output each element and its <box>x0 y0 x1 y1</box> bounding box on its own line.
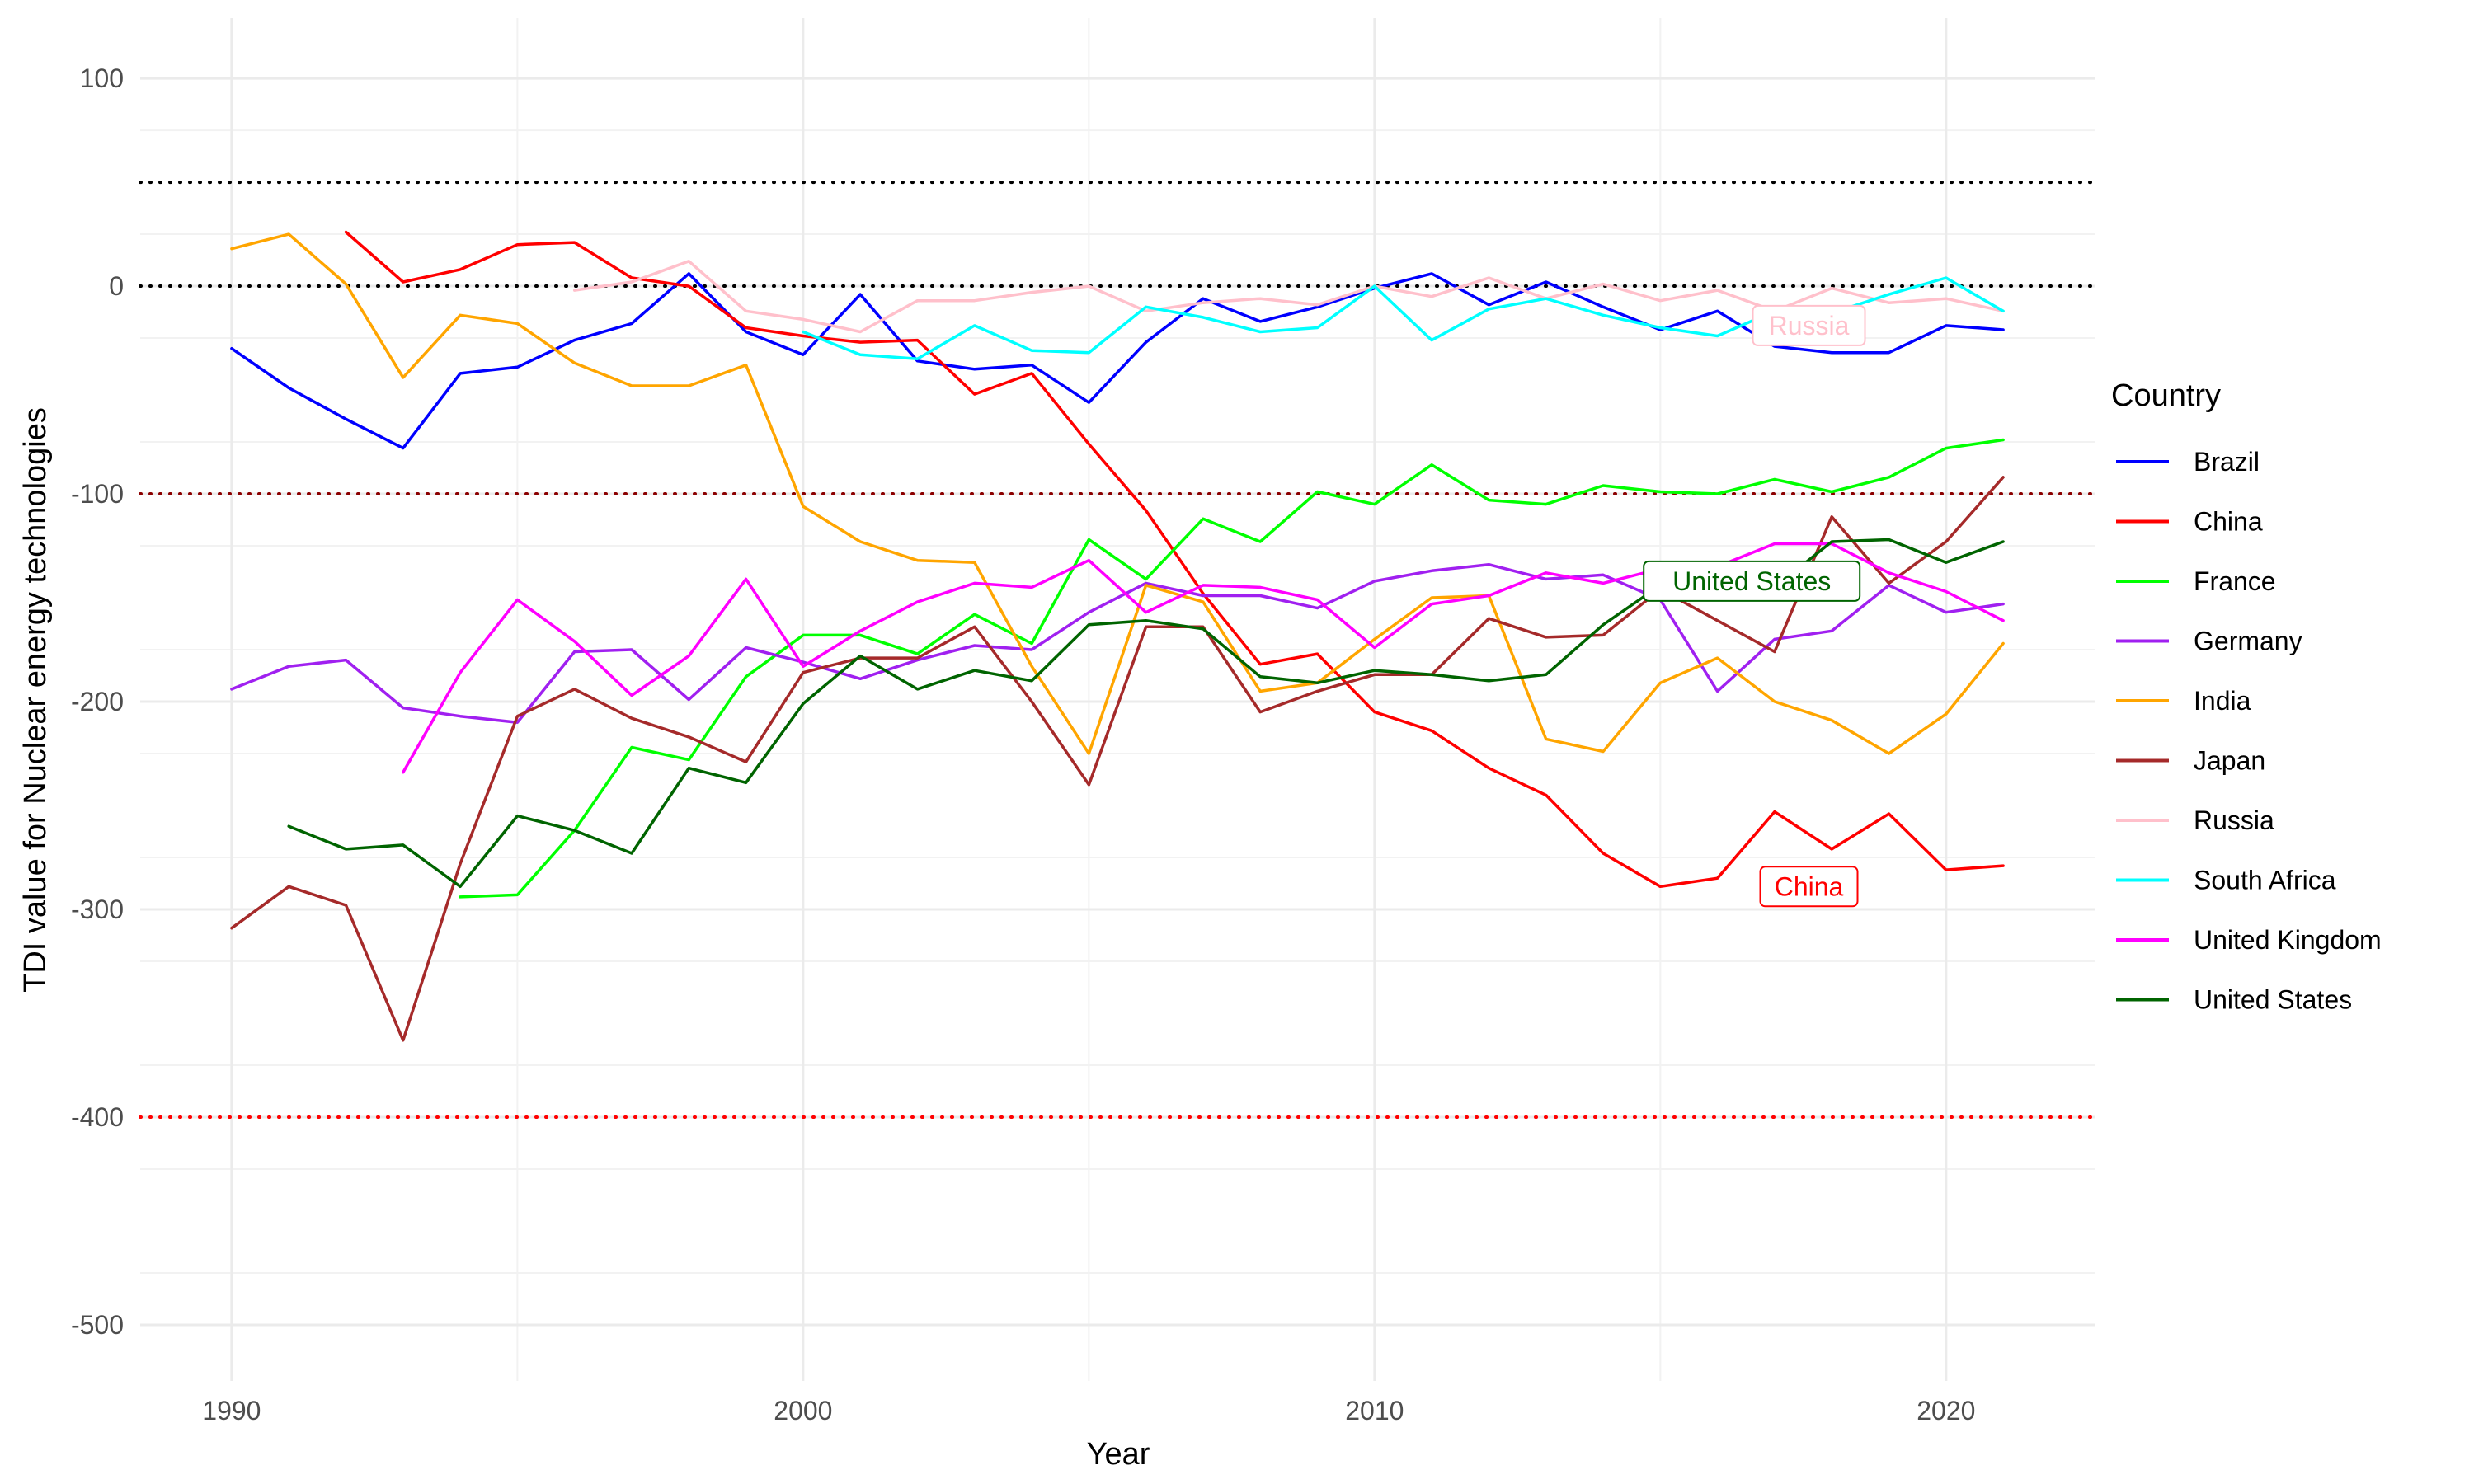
x-tick-label: 1990 <box>202 1396 261 1425</box>
legend-label: United States <box>2194 985 2352 1015</box>
line-label-box <box>1752 304 1866 346</box>
legend-item-russia: Russia <box>2116 805 2274 835</box>
x-axis-tick-labels: 1990 2000 2010 2020 <box>202 1396 1975 1425</box>
y-axis-tick-labels: 100 0 -100 -200 -300 -400 -500 <box>71 63 124 1340</box>
legend-title: Country <box>2111 378 2221 413</box>
line-end-labels: Russia United States China <box>1643 304 1866 908</box>
line-label-russia: Russia <box>1752 304 1866 346</box>
line-label-text: United States <box>1672 566 1831 596</box>
legend-item-india: India <box>2116 686 2251 716</box>
legend-label: Germany <box>2194 627 2302 656</box>
reference-lines <box>139 181 2096 1119</box>
line-label-box <box>1643 560 1861 602</box>
legend-label: Brazil <box>2194 447 2260 477</box>
legend-label: China <box>2194 507 2263 537</box>
legend-label: Japan <box>2194 746 2265 776</box>
series-line-japan <box>230 476 2005 1042</box>
series-line-united-kingdom <box>402 542 2005 774</box>
legend-label: United Kingdom <box>2194 925 2382 955</box>
series-line-china <box>344 230 2005 889</box>
legend-label: France <box>2194 566 2276 596</box>
major-gridlines <box>140 18 2095 1381</box>
y-tick-label: -500 <box>71 1310 124 1340</box>
legend-label: India <box>2194 686 2251 716</box>
x-axis-title: Year <box>1087 1437 1150 1472</box>
legend-item-brazil: Brazil <box>2116 447 2260 477</box>
legend: Country Brazil China France Germany India Jap… <box>2111 378 2382 1015</box>
legend-items: Brazil China France Germany India Japan Russia… <box>2116 447 2382 1015</box>
series-line-france <box>459 438 2005 899</box>
y-tick-label: -200 <box>71 687 124 716</box>
y-tick-label: 0 <box>109 271 124 301</box>
series-line-india <box>230 232 2005 755</box>
series-lines <box>230 230 2005 1042</box>
legend-item-france: France <box>2116 566 2276 596</box>
y-tick-label: -300 <box>71 895 124 924</box>
legend-item-south-africa: South Africa <box>2116 866 2336 895</box>
line-label-text: Russia <box>1769 311 1850 340</box>
line-label-text: China <box>1775 871 1844 901</box>
minor-gridlines <box>140 18 2095 1381</box>
line-label-united-states: United States <box>1643 560 1861 602</box>
line-label-china: China <box>1759 866 1859 908</box>
legend-item-united-kingdom: United Kingdom <box>2116 925 2382 955</box>
legend-item-germany: Germany <box>2116 627 2302 656</box>
y-tick-label: -100 <box>71 479 124 509</box>
series-line-brazil <box>230 272 2005 450</box>
legend-item-united-states: United States <box>2116 985 2352 1015</box>
legend-label: South Africa <box>2194 866 2336 895</box>
y-axis-title: TDI value for Nuclear energy technologie… <box>18 407 53 993</box>
y-tick-label: 100 <box>80 63 124 93</box>
x-tick-label: 2000 <box>774 1396 832 1425</box>
line-label-box <box>1759 866 1859 908</box>
x-tick-label: 2010 <box>1345 1396 1404 1425</box>
x-tick-label: 2020 <box>1917 1396 1975 1425</box>
legend-item-japan: Japan <box>2116 746 2265 776</box>
y-tick-label: -400 <box>71 1102 124 1132</box>
legend-item-china: China <box>2116 507 2263 537</box>
legend-label: Russia <box>2194 805 2274 835</box>
